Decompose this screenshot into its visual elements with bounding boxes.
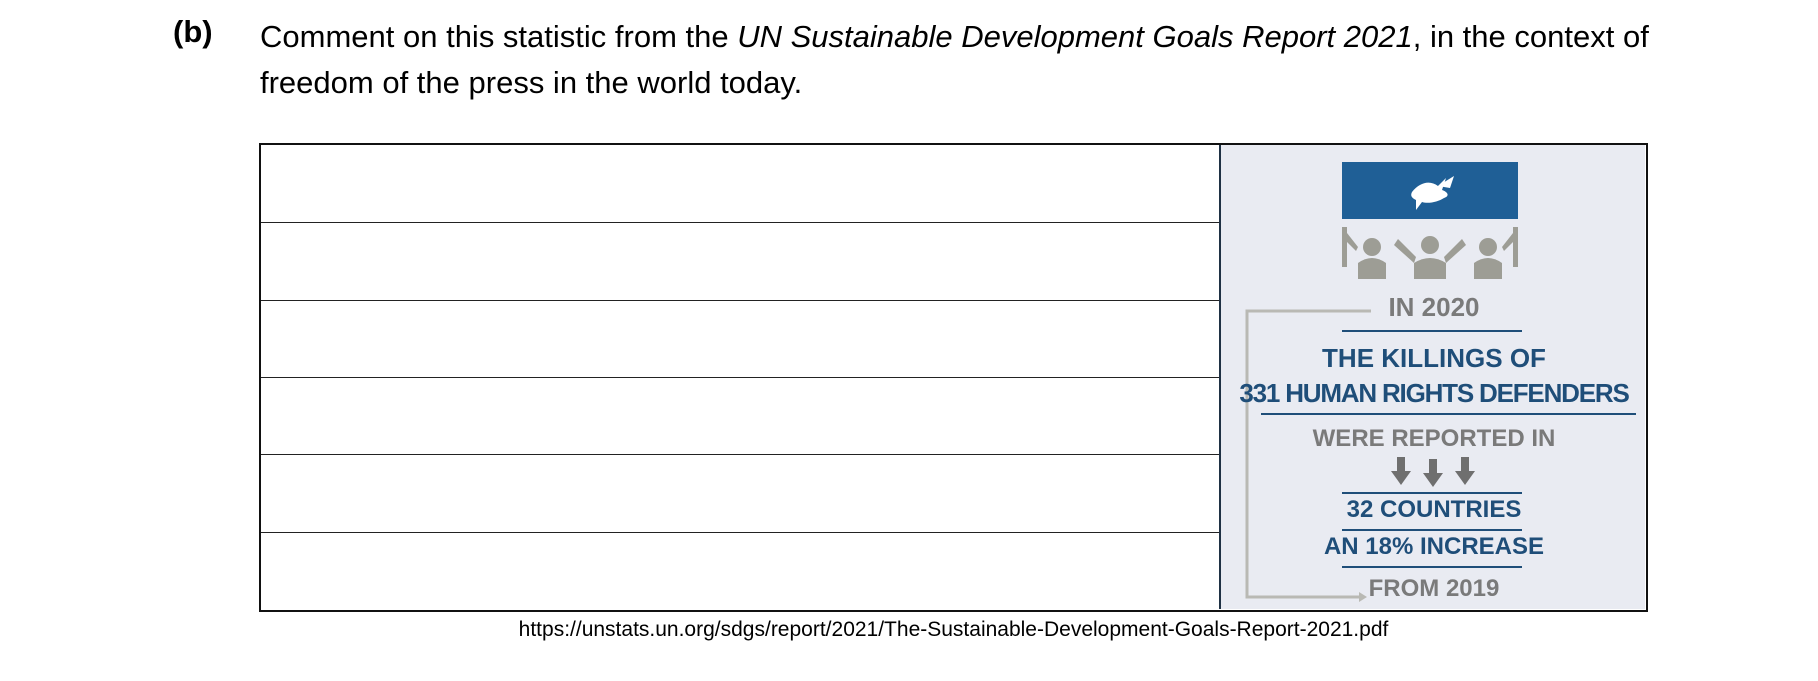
answer-line[interactable] (261, 222, 1222, 223)
question-label: (b) (173, 14, 213, 49)
question-text-end: , in the context of freedom of the press… (260, 19, 1649, 100)
answer-line[interactable] (261, 532, 1222, 533)
divider (1342, 330, 1522, 332)
info-reported: WERE REPORTED IN (1312, 425, 1556, 452)
answer-lines (261, 145, 1222, 610)
divider (1342, 529, 1522, 531)
question-text-start: Comment on this statistic from the (260, 19, 738, 54)
bracket-connector (1245, 309, 1371, 602)
info-defenders: 331 HUMAN RIGHTS DEFENDERS (1239, 378, 1629, 408)
answer-line[interactable] (261, 300, 1222, 301)
dove-icon (1342, 162, 1518, 219)
people-raised-arms-icon (1342, 227, 1518, 279)
divider (1342, 492, 1522, 494)
answer-box: IN 2020 THE KILLINGS OF 331 HUMAN RIGHTS… (259, 143, 1648, 612)
infographic-panel: IN 2020 THE KILLINGS OF 331 HUMAN RIGHTS… (1219, 145, 1645, 609)
down-arrow-icon (1391, 457, 1475, 487)
report-title: UN Sustainable Development Goals Report … (737, 19, 1413, 54)
info-countries: 32 COUNTRIES (1346, 496, 1522, 523)
answer-line[interactable] (261, 454, 1222, 455)
info-increase: AN 18% INCREASE (1323, 533, 1545, 560)
question-text: Comment on this statistic from the UN Su… (260, 14, 1660, 106)
source-url: https://unstats.un.org/sdgs/report/2021/… (518, 618, 1389, 641)
info-from-year: FROM 2019 (1368, 575, 1500, 602)
info-killings: THE KILLINGS OF (1322, 343, 1546, 373)
info-year: IN 2020 (1388, 292, 1480, 322)
divider (1261, 413, 1636, 415)
answer-line[interactable] (261, 377, 1222, 378)
divider (1342, 566, 1522, 568)
